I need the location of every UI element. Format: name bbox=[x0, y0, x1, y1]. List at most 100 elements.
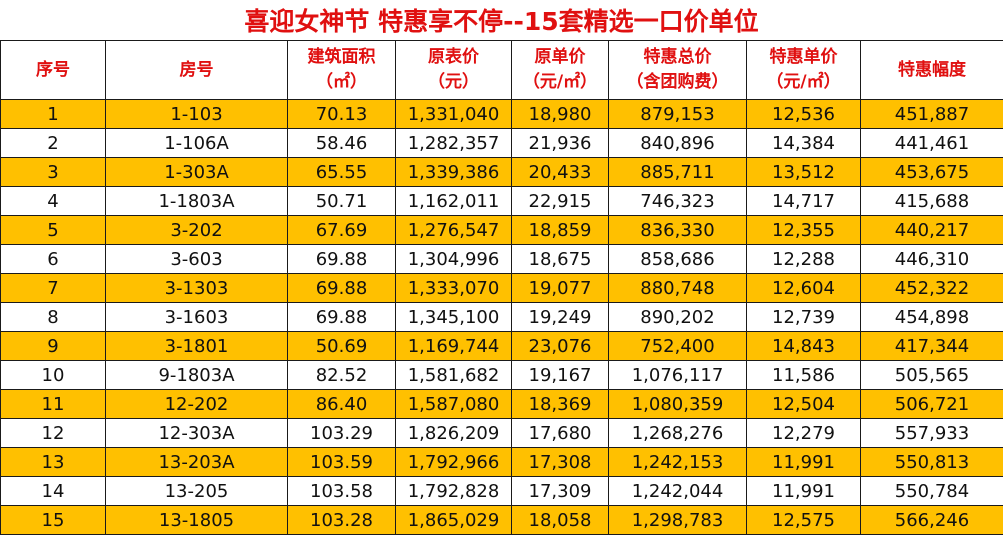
cell-area: 103.28 bbox=[287, 505, 396, 535]
cell-original-unit-price: 23,076 bbox=[511, 331, 609, 361]
cell-discount: 506,721 bbox=[860, 389, 1003, 419]
cell-discount: 417,344 bbox=[860, 331, 1003, 361]
cell-original-price: 1,331,040 bbox=[395, 99, 512, 129]
cell-index: 15 bbox=[0, 505, 106, 535]
cell-discount: 446,310 bbox=[860, 244, 1003, 274]
cell-unit-no: 3-603 bbox=[105, 244, 288, 274]
header-unit: （元/㎡） bbox=[766, 72, 841, 92]
table-row: 10 9-1803A 82.52 1,581,682 19,167 1,076,117 11… bbox=[0, 360, 1003, 390]
cell-index: 10 bbox=[0, 360, 106, 390]
table-row: 2 1-106A 58.46 1,282,357 21,936 840,896 14,384… bbox=[0, 128, 1003, 158]
cell-area: 103.59 bbox=[287, 447, 396, 477]
header-label: 特惠总价 bbox=[643, 47, 712, 67]
cell-discount: 452,322 bbox=[860, 273, 1003, 303]
header-index: 序号 bbox=[0, 40, 106, 100]
cell-index: 11 bbox=[0, 389, 106, 419]
table-row: 3 1-303A 65.55 1,339,386 20,433 885,711 13,512… bbox=[0, 157, 1003, 187]
header-discount: 特惠幅度 bbox=[860, 40, 1003, 100]
cell-unit-no: 13-205 bbox=[105, 476, 288, 506]
cell-original-price: 1,587,080 bbox=[395, 389, 512, 419]
cell-special-total: 880,748 bbox=[608, 273, 747, 303]
cell-special-total: 1,268,276 bbox=[608, 418, 747, 448]
cell-original-price: 1,792,966 bbox=[395, 447, 512, 477]
cell-original-unit-price: 19,167 bbox=[511, 360, 609, 390]
table-row: 15 13-1805 103.28 1,865,029 18,058 1,298,783 1… bbox=[0, 505, 1003, 535]
header-unit-no: 房号 bbox=[105, 40, 288, 100]
cell-area: 67.69 bbox=[287, 215, 396, 245]
cell-area: 65.55 bbox=[287, 157, 396, 187]
cell-special-unit-price: 12,504 bbox=[746, 389, 861, 419]
cell-unit-no: 3-1303 bbox=[105, 273, 288, 303]
table-row: 7 3-1303 69.88 1,333,070 19,077 880,748 12,604… bbox=[0, 273, 1003, 303]
cell-original-unit-price: 17,680 bbox=[511, 418, 609, 448]
cell-unit-no: 1-103 bbox=[105, 99, 288, 129]
cell-unit-no: 9-1803A bbox=[105, 360, 288, 390]
cell-original-price: 1,333,070 bbox=[395, 273, 512, 303]
cell-original-unit-price: 19,249 bbox=[511, 302, 609, 332]
cell-index: 9 bbox=[0, 331, 106, 361]
cell-special-total: 752,400 bbox=[608, 331, 747, 361]
header-unit: （元） bbox=[428, 72, 479, 92]
cell-unit-no: 13-203A bbox=[105, 447, 288, 477]
cell-unit-no: 12-202 bbox=[105, 389, 288, 419]
cell-unit-no: 12-303A bbox=[105, 418, 288, 448]
table-row: 12 12-303A 103.29 1,826,209 17,680 1,268,276 1… bbox=[0, 418, 1003, 448]
header-label: 原单价 bbox=[534, 47, 586, 67]
table-row: 9 3-1801 50.69 1,169,744 23,076 752,400 14,843… bbox=[0, 331, 1003, 361]
cell-special-total: 746,323 bbox=[608, 186, 747, 216]
cell-original-unit-price: 20,433 bbox=[511, 157, 609, 187]
cell-index: 6 bbox=[0, 244, 106, 274]
cell-original-price: 1,826,209 bbox=[395, 418, 512, 448]
cell-special-total: 885,711 bbox=[608, 157, 747, 187]
cell-original-price: 1,162,011 bbox=[395, 186, 512, 216]
cell-unit-no: 3-1603 bbox=[105, 302, 288, 332]
header-special-total: 特惠总价 （含团购费） bbox=[608, 40, 747, 100]
cell-special-total: 858,686 bbox=[608, 244, 747, 274]
cell-index: 5 bbox=[0, 215, 106, 245]
cell-discount: 505,565 bbox=[860, 360, 1003, 390]
header-special-unit-price: 特惠单价 （元/㎡） bbox=[746, 40, 861, 100]
cell-area: 103.29 bbox=[287, 418, 396, 448]
header-unit: （含团购费） bbox=[626, 72, 729, 92]
header-label: 原表价 bbox=[428, 47, 479, 67]
cell-discount: 550,784 bbox=[860, 476, 1003, 506]
header-label: 特惠单价 bbox=[769, 47, 838, 67]
cell-index: 13 bbox=[0, 447, 106, 477]
cell-area: 103.58 bbox=[287, 476, 396, 506]
cell-original-price: 1,339,386 bbox=[395, 157, 512, 187]
cell-unit-no: 1-303A bbox=[105, 157, 288, 187]
cell-area: 50.71 bbox=[287, 186, 396, 216]
cell-index: 1 bbox=[0, 99, 106, 129]
cell-original-unit-price: 17,308 bbox=[511, 447, 609, 477]
cell-index: 3 bbox=[0, 157, 106, 187]
cell-special-total: 1,242,153 bbox=[608, 447, 747, 477]
cell-special-unit-price: 12,288 bbox=[746, 244, 861, 274]
cell-discount: 451,887 bbox=[860, 99, 1003, 129]
header-unit: （元/㎡） bbox=[522, 72, 598, 92]
cell-special-unit-price: 11,586 bbox=[746, 360, 861, 390]
cell-original-price: 1,581,682 bbox=[395, 360, 512, 390]
cell-area: 70.13 bbox=[287, 99, 396, 129]
cell-discount: 454,898 bbox=[860, 302, 1003, 332]
cell-unit-no: 3-1801 bbox=[105, 331, 288, 361]
table-row: 4 1-1803A 50.71 1,162,011 22,915 746,323 14,71… bbox=[0, 186, 1003, 216]
cell-area: 82.52 bbox=[287, 360, 396, 390]
cell-original-price: 1,169,744 bbox=[395, 331, 512, 361]
header-unit: （㎡） bbox=[316, 72, 367, 92]
cell-index: 14 bbox=[0, 476, 106, 506]
cell-area: 58.46 bbox=[287, 128, 396, 158]
cell-original-price: 1,282,357 bbox=[395, 128, 512, 158]
cell-special-unit-price: 12,575 bbox=[746, 505, 861, 535]
cell-area: 69.88 bbox=[287, 273, 396, 303]
cell-special-total: 890,202 bbox=[608, 302, 747, 332]
table-row: 8 3-1603 69.88 1,345,100 19,249 890,202 12,739… bbox=[0, 302, 1003, 332]
price-table: 序号 房号 建筑面积 （㎡） 原表价 （元） 原单价 （元/㎡） bbox=[0, 40, 1003, 535]
header-original-unit-price: 原单价 （元/㎡） bbox=[511, 40, 609, 100]
cell-discount: 453,675 bbox=[860, 157, 1003, 187]
header-area: 建筑面积 （㎡） bbox=[287, 40, 396, 100]
cell-original-price: 1,865,029 bbox=[395, 505, 512, 535]
cell-special-unit-price: 12,355 bbox=[746, 215, 861, 245]
cell-special-unit-price: 14,843 bbox=[746, 331, 861, 361]
header-label: 房号 bbox=[179, 59, 214, 80]
